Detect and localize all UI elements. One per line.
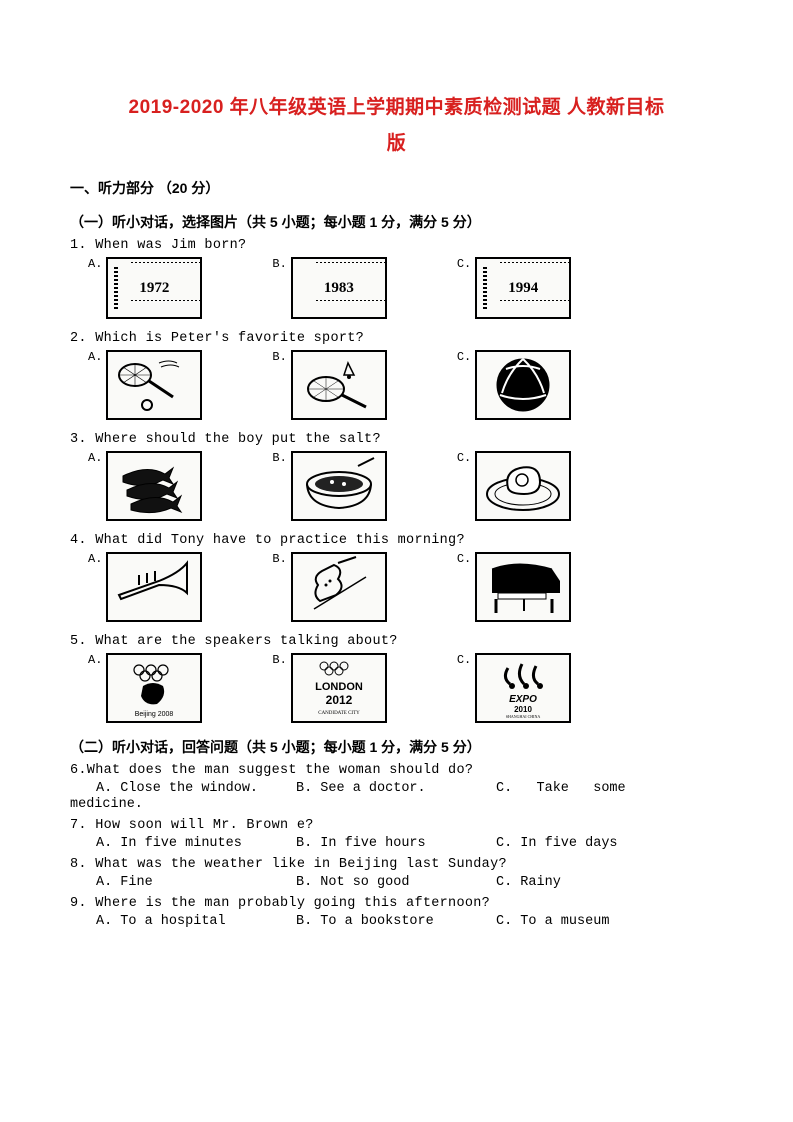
question-5-options: A. Beijing 2008 B.	[70, 653, 723, 723]
svg-text:EXPO: EXPO	[509, 694, 537, 705]
section-1-heading: 一、听力部分 （20 分）	[70, 178, 723, 198]
question-6-text: 6.What does the man suggest the woman sh…	[70, 763, 723, 778]
option-letter: C.	[457, 653, 471, 667]
q6-opt-a: A. Close the window.	[96, 781, 286, 796]
calendar-1972-icon: 1972	[106, 257, 202, 319]
question-9-options: A. To a hospital B. To a bookstore C. To…	[70, 914, 723, 929]
question-2-text: 2. Which is Peter's favorite sport?	[70, 331, 723, 346]
soup-bowl-icon	[291, 451, 387, 521]
option-letter: C.	[457, 257, 471, 271]
calendar-1994-icon: 1994	[475, 257, 571, 319]
q8-opt-b: B. Not so good	[296, 875, 486, 890]
subsection-2-heading: （二）听小对话，回答问题（共 5 小题；每小题 1 分，满分 5 分）	[70, 737, 723, 757]
question-4-text: 4. What did Tony have to practice this m…	[70, 533, 723, 548]
q9-opt-c: C. To a museum	[496, 914, 686, 929]
option-letter: B.	[272, 257, 286, 271]
volleyball-icon	[475, 350, 571, 420]
question-9-text: 9. Where is the man probably going this …	[70, 896, 723, 911]
question-1-text: 1. When was Jim born?	[70, 238, 723, 253]
q7-opt-b: B. In five hours	[296, 836, 486, 851]
q9-opt-b: B. To a bookstore	[296, 914, 486, 929]
violin-icon	[291, 552, 387, 622]
trumpet-icon	[106, 552, 202, 622]
q6-opt-c-wrap: medicine.	[70, 797, 723, 812]
shanghai-expo-icon: EXPO 2010 SHANGHAI CHINA	[475, 653, 571, 723]
option-letter: B.	[272, 552, 286, 566]
q4-option-c: C.	[457, 552, 571, 622]
q3-option-c: C.	[457, 451, 571, 521]
title-line-1: 2019-2020 年八年级英语上学期期中素质检测试题 人教新目标	[70, 90, 723, 126]
fish-dish-icon	[106, 451, 202, 521]
q4-option-a: A.	[88, 552, 202, 622]
svg-text:CANDIDATE CITY: CANDIDATE CITY	[318, 711, 360, 716]
page-root: 2019-2020 年八年级英语上学期期中素质检测试题 人教新目标 版 一、听力…	[0, 0, 793, 1122]
svg-text:SHANGHAI CHINA: SHANGHAI CHINA	[506, 714, 541, 719]
q6-opt-c: C. Take some	[496, 781, 713, 796]
svg-text:2010: 2010	[514, 705, 532, 714]
q2-option-b: B.	[272, 350, 386, 420]
option-letter: B.	[272, 451, 286, 465]
q3-option-b: B.	[272, 451, 386, 521]
q7-opt-c: C. In five days	[496, 836, 686, 851]
q8-opt-c: C. Rainy	[496, 875, 686, 890]
option-letter: A.	[88, 653, 102, 667]
question-2-options: A. B.	[70, 350, 723, 420]
option-letter: B.	[272, 653, 286, 667]
question-5-text: 5. What are the speakers talking about?	[70, 634, 723, 649]
q2-option-a: A.	[88, 350, 202, 420]
egg-plate-icon	[475, 451, 571, 521]
badminton-icon	[291, 350, 387, 420]
option-letter: C.	[457, 552, 471, 566]
svg-text:2012: 2012	[325, 693, 352, 707]
q2-option-c: C.	[457, 350, 571, 420]
option-letter: C.	[457, 451, 471, 465]
question-7-options: A. In five minutes B. In five hours C. I…	[70, 836, 723, 851]
option-letter: A.	[88, 257, 102, 271]
calendar-1983-icon: 1983	[291, 257, 387, 319]
option-letter: A.	[88, 350, 102, 364]
exam-title: 2019-2020 年八年级英语上学期期中素质检测试题 人教新目标 版	[70, 90, 723, 162]
q5-option-c: C. EXPO 2010 SHANGHAI CHINA	[457, 653, 571, 723]
q3-option-a: A.	[88, 451, 202, 521]
question-4-options: A. B. C.	[70, 552, 723, 622]
beijing-olympics-icon: Beijing 2008	[106, 653, 202, 723]
question-3-options: A. B. C.	[70, 451, 723, 521]
q5-option-a: A. Beijing 2008	[88, 653, 202, 723]
question-3-text: 3. Where should the boy put the salt?	[70, 432, 723, 447]
q1-option-b: B. 1983	[272, 257, 386, 319]
london-olympics-icon: LONDON 2012 CANDIDATE CITY	[291, 653, 387, 723]
tennis-icon	[106, 350, 202, 420]
question-6-options: A. Close the window. B. See a doctor. C.…	[70, 781, 723, 796]
q9-opt-a: A. To a hospital	[96, 914, 286, 929]
q5-option-b: B. LONDON 2012 CANDIDATE CITY	[272, 653, 386, 723]
option-letter: A.	[88, 451, 102, 465]
q8-opt-a: A. Fine	[96, 875, 286, 890]
svg-text:Beijing 2008: Beijing 2008	[135, 711, 174, 718]
option-letter: A.	[88, 552, 102, 566]
q1-option-c: C. 1994	[457, 257, 571, 319]
piano-icon	[475, 552, 571, 622]
q7-opt-a: A. In five minutes	[96, 836, 286, 851]
question-1-options: A. 1972 B. 1983 C. 1994	[70, 257, 723, 319]
option-letter: B.	[272, 350, 286, 364]
option-letter: C.	[457, 350, 471, 364]
q6-opt-b: B. See a doctor.	[296, 781, 486, 796]
question-8-options: A. Fine B. Not so good C. Rainy	[70, 875, 723, 890]
question-8-text: 8. What was the weather like in Beijing …	[70, 857, 723, 872]
q1-option-a: A. 1972	[88, 257, 202, 319]
svg-text:LONDON: LONDON	[315, 681, 363, 693]
q4-option-b: B.	[272, 552, 386, 622]
question-7-text: 7. How soon will Mr. Brown e?	[70, 818, 723, 833]
subsection-1-heading: （一）听小对话，选择图片（共 5 小题；每小题 1 分，满分 5 分）	[70, 212, 723, 232]
title-line-2: 版	[70, 126, 723, 162]
